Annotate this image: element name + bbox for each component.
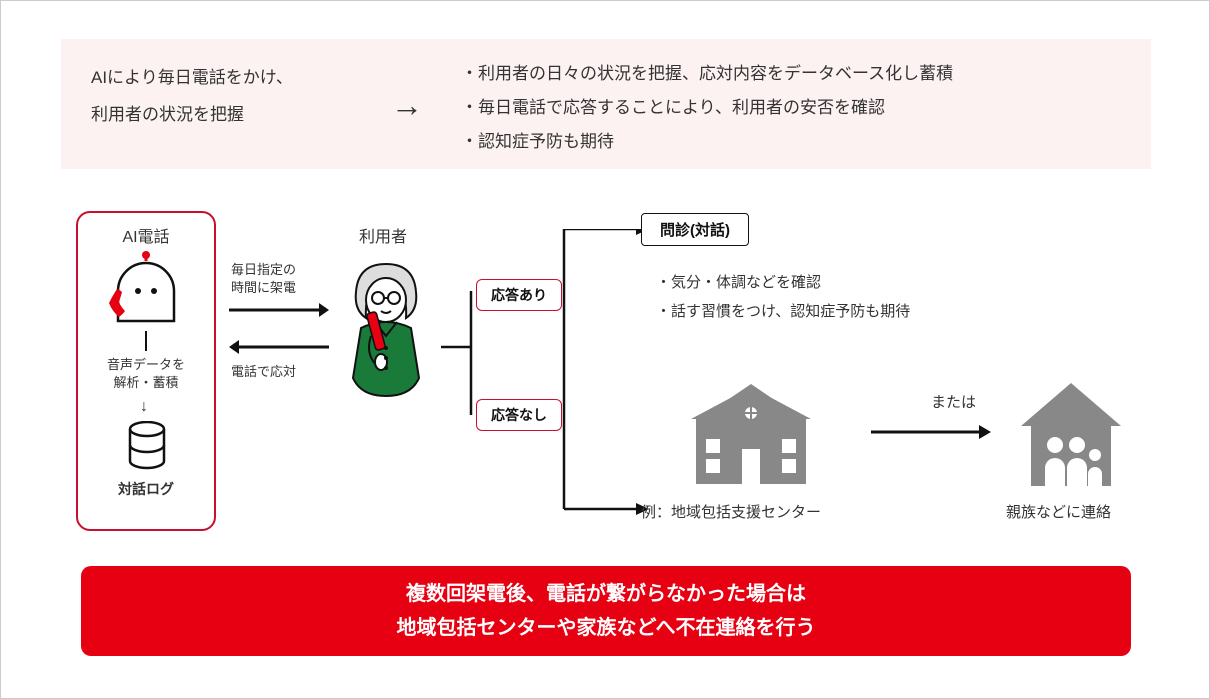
- text-line: 解析・蓄積: [113, 375, 178, 390]
- call-schedule-text: 毎日指定の 時間に架電: [231, 261, 321, 297]
- diagram-canvas: AIにより毎日電話をかけ、 利用者の状況を把握 → ・利用者の日々の状況を把握、…: [0, 0, 1210, 699]
- support-center-label: 例：地域包括支援センター: [641, 501, 821, 522]
- dialogue-log-label: 対話ログ: [96, 479, 196, 499]
- interview-bullets: ・気分・体調などを確認 ・話す習慣をつけ、認知症予防も期待: [656, 269, 910, 326]
- voice-analysis-text: 音声データを 解析・蓄積: [91, 356, 201, 392]
- bottom-banner: 複数回架電後、電話が繋がらなかった場合は 地域包括センターや家族などへ不在連絡を…: [81, 566, 1131, 656]
- bottom-line: 複数回架電後、電話が繋がらなかった場合は: [81, 577, 1131, 611]
- or-label: または: [931, 391, 976, 412]
- phone-response-text: 電話で応対: [231, 361, 321, 380]
- family-home-icon: [1011, 371, 1131, 496]
- top-left-line: 利用者の状況を把握: [91, 105, 244, 124]
- top-bullet-list: ・利用者の日々の状況を把握、応対内容をデータベース化し蓄積 ・毎日電話で応答する…: [461, 57, 953, 159]
- top-bullet: ・認知症予防も期待: [461, 125, 953, 159]
- arrow-right-icon: [229, 299, 329, 326]
- top-bullet: ・利用者の日々の状況を把握、応対内容をデータベース化し蓄積: [461, 57, 953, 91]
- connector-split: [441, 229, 651, 534]
- interview-bullet: ・話す習慣をつけ、認知症予防も期待: [656, 298, 910, 327]
- arrow-right-icon: →: [391, 87, 423, 124]
- family-contact-label: 親族などに連絡: [1006, 501, 1111, 522]
- top-left-line: AIにより毎日電話をかけ、: [91, 68, 293, 87]
- support-center-icon: [686, 379, 816, 494]
- bottom-line: 地域包括センターや家族などへ不在連絡を行う: [81, 611, 1131, 645]
- top-left-text: AIにより毎日電話をかけ、 利用者の状況を把握: [91, 59, 293, 134]
- user-label: 利用者: [359, 223, 407, 247]
- database-icon: [127, 421, 167, 478]
- connector-line: [145, 331, 147, 351]
- ai-phone-title: AI電話: [96, 223, 196, 247]
- arrow-down-icon: ↓: [140, 398, 148, 416]
- text-line: 時間に架電: [231, 280, 296, 295]
- arrow-right-icon: [871, 421, 991, 448]
- robot-phone-icon: [109, 251, 184, 334]
- response-no-box: 応答なし: [476, 399, 562, 431]
- interview-bullet: ・気分・体調などを確認: [656, 269, 910, 298]
- elderly-user-icon: [331, 256, 441, 421]
- top-bullet: ・毎日電話で応答することにより、利用者の安否を確認: [461, 91, 953, 125]
- text-line: 音声データを: [107, 357, 185, 372]
- interview-box: 問診(対話): [641, 213, 749, 246]
- response-yes-box: 応答あり: [476, 279, 562, 311]
- top-banner: AIにより毎日電話をかけ、 利用者の状況を把握 → ・利用者の日々の状況を把握、…: [61, 39, 1151, 169]
- text-line: 毎日指定の: [231, 262, 296, 277]
- arrow-left-icon: [229, 336, 329, 363]
